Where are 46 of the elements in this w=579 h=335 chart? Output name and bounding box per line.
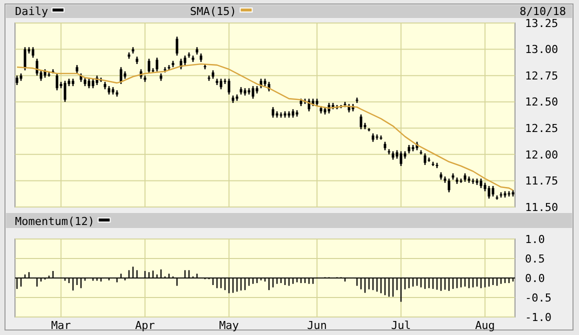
y-tick-label: -0.5 xyxy=(525,291,552,304)
candlestick xyxy=(64,80,66,103)
y-tick-label: -1.0 xyxy=(525,310,552,324)
candlestick xyxy=(488,185,490,200)
x-tick-label: Mar xyxy=(51,319,72,332)
candlestick xyxy=(184,54,186,66)
candlestick xyxy=(120,66,122,85)
x-tick-label: Apr xyxy=(135,319,156,332)
x-tick-label: Jul xyxy=(391,319,411,332)
candlestick xyxy=(252,85,254,100)
candlestick xyxy=(156,57,158,72)
candlestick xyxy=(448,178,450,193)
candlestick xyxy=(424,152,426,166)
candlestick xyxy=(176,36,178,56)
candlestick xyxy=(56,72,58,91)
y-tick-label: 12.25 xyxy=(525,122,558,135)
y-tick-label: 0.0 xyxy=(525,272,545,285)
y-tick-label: 1.0 xyxy=(525,232,545,246)
candlestick xyxy=(228,78,230,96)
y-tick-label: 11.50 xyxy=(525,200,558,214)
candlestick xyxy=(32,46,34,58)
candlestick xyxy=(148,58,150,74)
y-tick-label: 0.5 xyxy=(525,252,545,266)
candlestick xyxy=(492,185,494,198)
y-tick-label: 13.25 xyxy=(525,16,558,30)
y-tick-label: 12.50 xyxy=(525,96,558,109)
candlestick xyxy=(480,178,482,189)
y-tick-label: 12.00 xyxy=(525,148,558,162)
x-tick-label: Aug xyxy=(475,319,495,332)
y-tick-label: 11.75 xyxy=(525,174,558,188)
candlestick xyxy=(92,78,94,89)
candlestick xyxy=(360,114,362,130)
text: 8/10/18 xyxy=(520,5,566,18)
candlestick xyxy=(16,74,18,86)
legend-label: Daily xyxy=(15,5,48,18)
candlestick xyxy=(24,46,26,71)
candlestick xyxy=(400,150,402,167)
y-tick-label: 13.00 xyxy=(525,43,558,56)
candlestick xyxy=(88,78,90,89)
candlestick xyxy=(220,78,222,90)
legend-label: Momentum(12) xyxy=(15,215,94,228)
x-tick-label: May xyxy=(219,319,240,332)
legend-label: SMA(15) xyxy=(190,5,236,18)
y-tick-label: 12.75 xyxy=(525,69,558,82)
candlestick xyxy=(272,106,274,118)
x-tick-label: Jun xyxy=(307,319,327,332)
